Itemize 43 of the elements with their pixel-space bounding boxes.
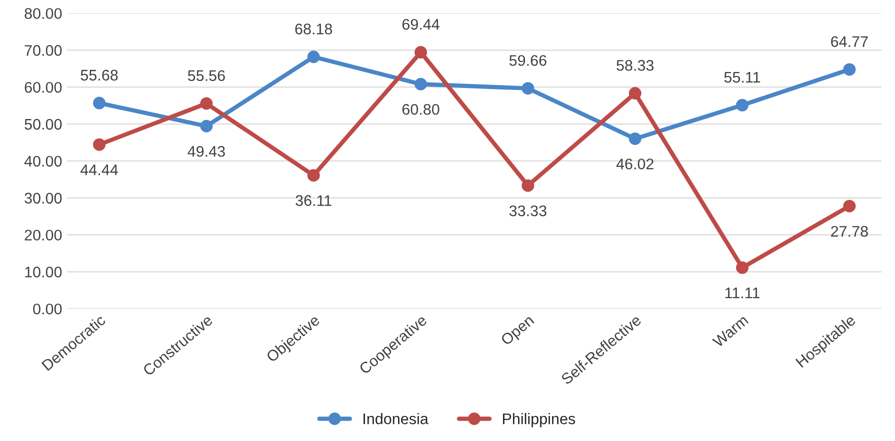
- y-tick-label: 70.00: [24, 45, 62, 56]
- point: [843, 200, 856, 212]
- point: [93, 96, 106, 110]
- point: [736, 261, 749, 274]
- data-label: 44.44: [80, 164, 118, 176]
- data-label: 36.11: [296, 195, 332, 206]
- data-label: 59.66: [509, 55, 546, 66]
- point: [200, 120, 213, 132]
- y-tick-label: 40.00: [24, 156, 62, 167]
- data-label: 46.02: [616, 158, 654, 170]
- legend-label: Philippines: [502, 413, 576, 428]
- point: [307, 169, 320, 182]
- y-tick-label: 60.00: [24, 82, 62, 93]
- point: [522, 82, 534, 95]
- y-tick-label: 30.00: [24, 192, 62, 204]
- point: [628, 132, 642, 145]
- y-tick-label: 20.00: [24, 230, 62, 241]
- data-label: 55.68: [80, 70, 118, 81]
- data-label: 64.77: [831, 36, 868, 48]
- point: [628, 87, 642, 100]
- data-label: 11.11: [725, 288, 760, 298]
- data-label: 58.33: [616, 60, 654, 71]
- point: [843, 63, 856, 76]
- data-label: 55.11: [724, 72, 760, 83]
- data-label: 68.18: [295, 24, 332, 34]
- y-tick-label: 50.00: [24, 118, 62, 130]
- point: [414, 78, 428, 90]
- point: [522, 179, 534, 192]
- point: [200, 97, 213, 110]
- data-label: 33.33: [509, 205, 546, 216]
- point: [736, 98, 749, 112]
- y-tick-label: 80.00: [24, 8, 62, 19]
- y-tick-label: 10.00: [25, 266, 62, 278]
- data-label: 55.56: [188, 70, 225, 82]
- data-label: 49.43: [188, 146, 225, 157]
- data-label: 69.44: [402, 18, 440, 30]
- data-label: 60.80: [402, 104, 440, 115]
- data-label: 27.78: [831, 226, 868, 237]
- legend-label: Indonesia: [364, 413, 428, 424]
- point: [93, 138, 106, 151]
- y-tick-label: 0.00: [33, 304, 62, 314]
- point: [307, 50, 320, 64]
- point: [414, 46, 428, 58]
